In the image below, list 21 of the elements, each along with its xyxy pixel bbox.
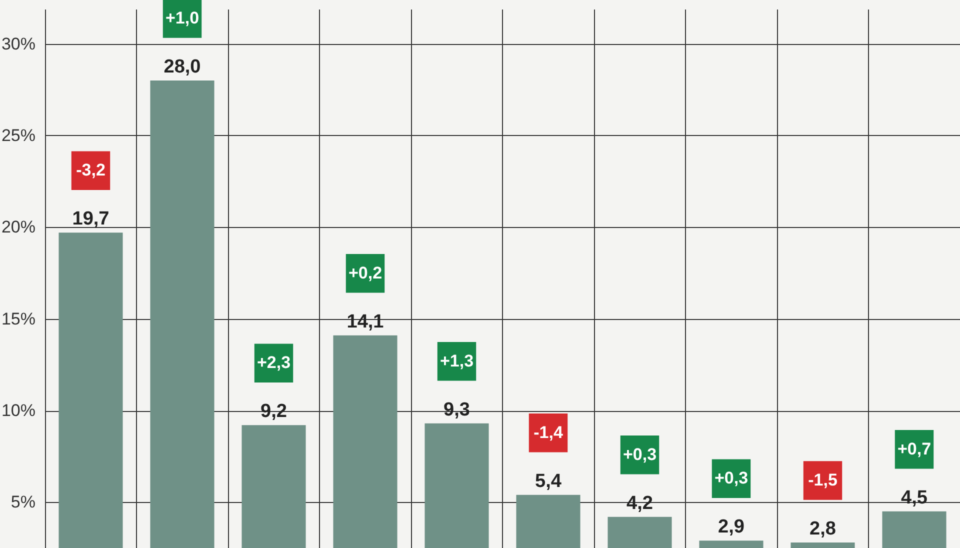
annotation: +0,3 <box>622 444 657 464</box>
annotation: +1,0 <box>165 8 200 28</box>
y-tick-label: 30% <box>1 34 36 54</box>
data-label: 2,8 <box>810 518 836 540</box>
annotation: -1,5 <box>808 470 838 490</box>
data-label: 5,4 <box>535 470 562 492</box>
y-tick-label: 15% <box>1 309 36 328</box>
data-label: 19,7 <box>72 208 110 230</box>
y-tick-label: 10% <box>1 401 36 420</box>
y-tick-label: 5% <box>10 492 36 512</box>
annotation: -1,4 <box>534 422 564 442</box>
y-tick-label: 20% <box>1 218 36 237</box>
data-label: 2,9 <box>718 516 744 538</box>
annotation: -3,2 <box>76 160 106 180</box>
annotation: +2,3 <box>256 353 291 372</box>
y-tick-label: 25% <box>1 126 36 145</box>
annotation: +0,7 <box>897 439 932 458</box>
annotation: +0,3 <box>714 468 748 488</box>
annotation: +1,3 <box>440 351 474 370</box>
data-label: 28,0 <box>164 56 201 78</box>
annotation: +0,2 <box>348 263 382 282</box>
